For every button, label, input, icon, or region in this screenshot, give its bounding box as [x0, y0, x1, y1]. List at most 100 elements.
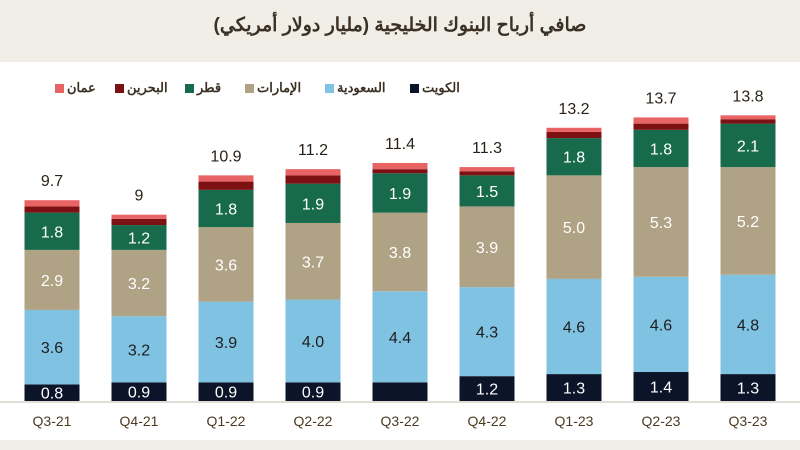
- bar-segment: [546, 131, 602, 139]
- bar-segment: [633, 129, 689, 168]
- data-label: 2.1: [737, 138, 759, 155]
- bar-segment: [285, 222, 341, 300]
- legend-item: عمان: [55, 80, 96, 96]
- total-label: 9.7: [41, 173, 63, 190]
- bar-segment: [546, 278, 602, 375]
- bar-segment: [111, 225, 167, 250]
- legend-label: قطر: [197, 80, 222, 95]
- total-label: 10.9: [210, 148, 241, 165]
- x-tick-label: Q4-22: [468, 413, 507, 429]
- bar-segment: [720, 119, 776, 124]
- bar-segment: [285, 175, 341, 184]
- bar-segment: [546, 175, 602, 279]
- bar-segment: [720, 274, 776, 375]
- bar-segment: [720, 123, 776, 168]
- bar-segment: [546, 374, 602, 401]
- data-label: 4.6: [650, 317, 672, 334]
- bar-segment: [198, 181, 254, 190]
- bar-segment: [24, 206, 80, 213]
- bar-segment: [24, 309, 80, 385]
- bar-segment: [546, 127, 602, 132]
- legend-label: الإمارات: [257, 80, 302, 95]
- bar-segment: [285, 299, 341, 383]
- data-label: 0.9: [302, 385, 324, 402]
- data-label: 3.6: [215, 257, 237, 274]
- data-label: 0.9: [128, 385, 150, 402]
- legend-item: السعودية: [325, 80, 386, 96]
- data-label: 4.0: [302, 334, 324, 351]
- data-label: 3.9: [215, 335, 237, 352]
- bar-segment: [459, 376, 515, 401]
- x-tick-label: Q3-23: [729, 413, 768, 429]
- x-tick-label: Q2-23: [642, 413, 681, 429]
- legend-swatch: [245, 83, 254, 93]
- legend-swatch: [410, 83, 419, 93]
- total-label: 11.2: [298, 142, 328, 159]
- bar-segment: [633, 276, 689, 373]
- data-label: 1.8: [41, 224, 63, 241]
- x-tick-label: Q2-22: [294, 413, 333, 429]
- bar-segment: [198, 301, 254, 383]
- bar-segment: [720, 374, 776, 401]
- legend-item: الإمارات: [245, 80, 301, 96]
- data-label: 3.2: [128, 276, 150, 293]
- data-label: 4.4: [389, 330, 411, 347]
- bar-segment: [633, 123, 689, 130]
- legend-swatch: [325, 83, 334, 93]
- data-label: 5.3: [650, 215, 672, 232]
- bar-segment: [372, 291, 428, 383]
- data-label: 3.9: [476, 240, 498, 257]
- data-label: 4.3: [476, 325, 498, 342]
- bar-segment: [720, 115, 776, 120]
- x-tick-label: Q1-22: [207, 413, 246, 429]
- data-label: 1.8: [650, 141, 672, 158]
- data-label: 0.8: [41, 386, 63, 403]
- x-tick-label: Q3-22: [381, 413, 420, 429]
- bar-segment: [459, 171, 515, 176]
- bar-segment: [111, 382, 167, 401]
- data-label: 0.9: [215, 385, 237, 402]
- bar-segment: [198, 189, 254, 228]
- total-label: 11.3: [472, 140, 502, 157]
- data-label: 1.2: [476, 382, 498, 399]
- data-label: 3.7: [302, 254, 324, 271]
- bar-segment: [111, 214, 167, 219]
- data-label: 5.2: [737, 214, 759, 231]
- data-label: 3.6: [41, 340, 63, 357]
- bar-segment: [111, 218, 167, 226]
- bar-segment: [285, 183, 341, 223]
- bar-segment: [198, 382, 254, 401]
- data-label: 2.9: [41, 273, 63, 290]
- legend-label: البحرين: [127, 80, 168, 95]
- bar-segment: [24, 384, 80, 401]
- legend-label: عمان: [67, 80, 96, 95]
- data-label: 1.5: [476, 184, 498, 201]
- x-tick-label: Q3-21: [33, 413, 72, 429]
- legend-swatch: [115, 83, 124, 93]
- legend-item: قطر: [185, 80, 221, 96]
- total-label: 13.7: [645, 90, 676, 107]
- bar-segment: [111, 316, 167, 383]
- data-label: 4.8: [737, 317, 759, 334]
- data-label: 1.9: [389, 186, 411, 203]
- total-label: 9: [135, 188, 144, 205]
- bar-segment: [372, 382, 428, 401]
- bar-segment: [720, 167, 776, 275]
- bar-segment: [24, 249, 80, 310]
- data-label: 3.8: [389, 245, 411, 262]
- legend-label: الكويت: [422, 80, 460, 95]
- data-label: 3.2: [128, 342, 150, 359]
- data-label: 1.3: [563, 381, 585, 398]
- bar-segment: [633, 372, 689, 401]
- data-label: 1.8: [215, 201, 237, 218]
- bar-segment: [633, 117, 689, 124]
- bar-segment: [459, 206, 515, 288]
- data-label: 4.6: [563, 319, 585, 336]
- legend-item: الكويت: [410, 80, 460, 96]
- data-label: 1.9: [302, 196, 324, 213]
- data-label: 1.4: [650, 380, 672, 397]
- legend-label: السعودية: [337, 80, 386, 95]
- chart-title: صافي أرباح البنوك الخليجية (مليار دولار …: [213, 15, 587, 36]
- bar-segment: [198, 175, 254, 182]
